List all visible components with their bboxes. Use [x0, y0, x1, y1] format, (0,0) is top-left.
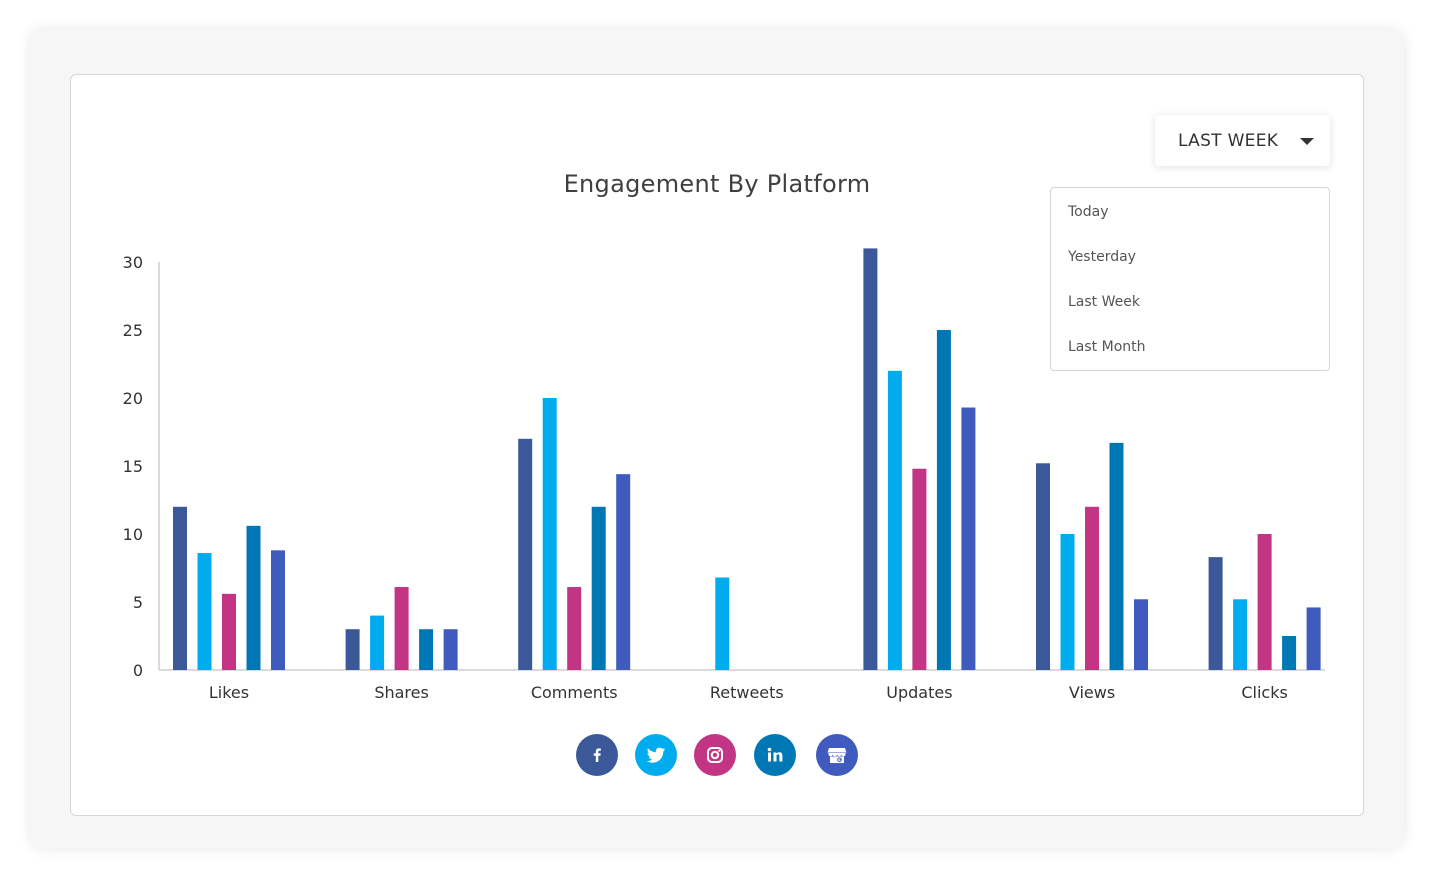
bar[interactable] [1208, 557, 1223, 670]
google-my-business-icon[interactable] [816, 734, 858, 776]
bar[interactable] [715, 577, 730, 670]
y-tick-label: 20 [123, 389, 143, 408]
date-range-selected: LAST WEEK [1178, 130, 1279, 151]
menu-item-last-week[interactable]: Last Week [1068, 294, 1140, 310]
bar[interactable] [912, 468, 927, 670]
bar[interactable] [1085, 506, 1099, 670]
bar[interactable] [518, 438, 533, 670]
bar[interactable] [542, 398, 557, 670]
chart-title: Engagement By Platform [563, 170, 871, 198]
y-tick-label: 5 [133, 593, 143, 612]
bar[interactable] [863, 248, 878, 670]
bar[interactable] [1134, 599, 1148, 670]
bar[interactable] [345, 629, 360, 670]
bar[interactable] [1306, 607, 1321, 670]
bar[interactable] [197, 553, 212, 670]
date-range-dropdown[interactable]: LAST WEEK [1155, 115, 1330, 166]
y-tick-label: 0 [133, 661, 143, 680]
bar[interactable] [1257, 534, 1272, 670]
bar[interactable] [222, 593, 236, 670]
date-range-menu: Today Yesterday Last Week Last Month [1050, 187, 1330, 371]
bar[interactable] [1282, 636, 1297, 670]
bar[interactable] [443, 629, 458, 670]
linkedin-icon[interactable] [754, 734, 796, 776]
y-tick-label: 25 [123, 321, 143, 340]
bar[interactable] [567, 587, 582, 670]
bar[interactable] [394, 587, 409, 670]
bar[interactable] [246, 525, 261, 670]
bar[interactable] [271, 550, 285, 670]
bar[interactable] [1060, 534, 1075, 670]
menu-item-last-month[interactable]: Last Month [1068, 339, 1146, 355]
facebook-icon[interactable] [576, 734, 618, 776]
instagram-icon[interactable] [694, 734, 736, 776]
bar[interactable] [1109, 442, 1124, 670]
y-tick-label: 30 [123, 253, 143, 272]
bar[interactable] [173, 506, 187, 670]
bar[interactable] [591, 506, 606, 670]
bar[interactable] [936, 330, 951, 670]
x-tick-label: Views [1069, 683, 1115, 702]
twitter-icon[interactable] [635, 734, 677, 776]
bar[interactable] [419, 629, 434, 670]
x-tick-label: Clicks [1241, 683, 1287, 702]
y-tick-label: 10 [123, 525, 143, 544]
bar[interactable] [1233, 599, 1248, 670]
bar[interactable] [961, 407, 976, 670]
platform-legend [576, 734, 866, 778]
bar[interactable] [887, 370, 902, 670]
menu-item-today[interactable]: Today [1068, 204, 1109, 220]
x-tick-label: Likes [209, 683, 249, 702]
y-tick-label: 15 [123, 457, 143, 476]
bar[interactable] [616, 474, 631, 670]
x-tick-label: Updates [886, 683, 952, 702]
chevron-down-icon[interactable] [1300, 138, 1314, 145]
bar[interactable] [1036, 463, 1050, 670]
bar[interactable] [370, 615, 385, 670]
x-tick-label: Retweets [710, 683, 784, 702]
menu-item-yesterday[interactable]: Yesterday [1068, 249, 1136, 265]
x-tick-label: Shares [374, 683, 429, 702]
x-tick-label: Comments [531, 683, 618, 702]
